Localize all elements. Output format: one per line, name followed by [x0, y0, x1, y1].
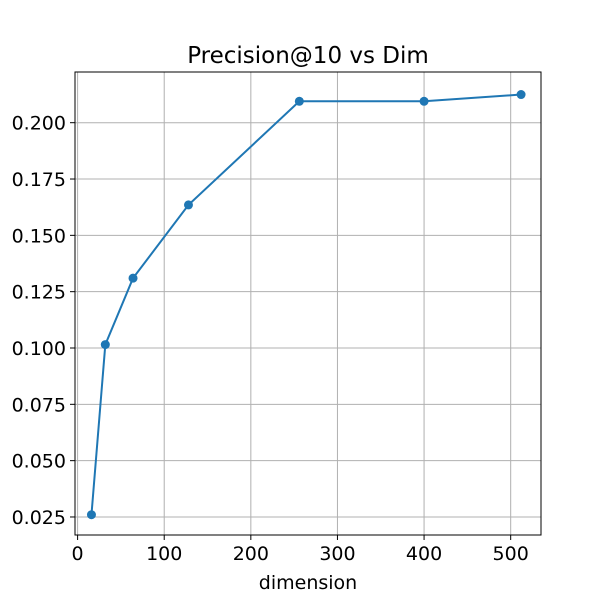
series-line — [90, 93, 522, 515]
series-layer — [86, 90, 526, 520]
x-tick-label: 0 — [72, 543, 84, 565]
y-tick-label: 0.100 — [12, 338, 66, 360]
data-point — [86, 510, 96, 520]
y-tick-label: 0.175 — [12, 169, 66, 191]
y-tick-label: 0.025 — [12, 507, 66, 529]
data-point — [128, 273, 138, 283]
y-tick-label: 0.200 — [12, 113, 66, 135]
y-tick-label: 0.150 — [12, 225, 66, 247]
y-tick-label: 0.125 — [12, 282, 66, 304]
x-tick-label: 400 — [406, 543, 442, 565]
x-tick-label: 500 — [493, 543, 529, 565]
plot-frame — [74, 71, 542, 536]
data-point — [294, 96, 304, 106]
x-axis-ticks: 0 100 200 300 400 500 — [72, 535, 529, 565]
y-axis-ticks: 0.025 0.050 0.075 0.100 0.125 0.150 0.175 0.200 — [12, 113, 75, 529]
y-tick-label: 0.050 — [12, 451, 66, 473]
data-point — [419, 96, 429, 106]
chart-title: Precision@10 vs Dim — [187, 43, 429, 69]
x-tick-label: 100 — [146, 543, 182, 565]
x-tick-label: 200 — [233, 543, 269, 565]
x-tick-label: 300 — [319, 543, 355, 565]
y-tick-label: 0.075 — [12, 394, 66, 416]
x-axis-label: dimension — [259, 572, 357, 594]
data-point — [183, 200, 193, 210]
data-point — [100, 340, 110, 350]
data-point — [516, 90, 526, 100]
grid — [75, 72, 541, 535]
